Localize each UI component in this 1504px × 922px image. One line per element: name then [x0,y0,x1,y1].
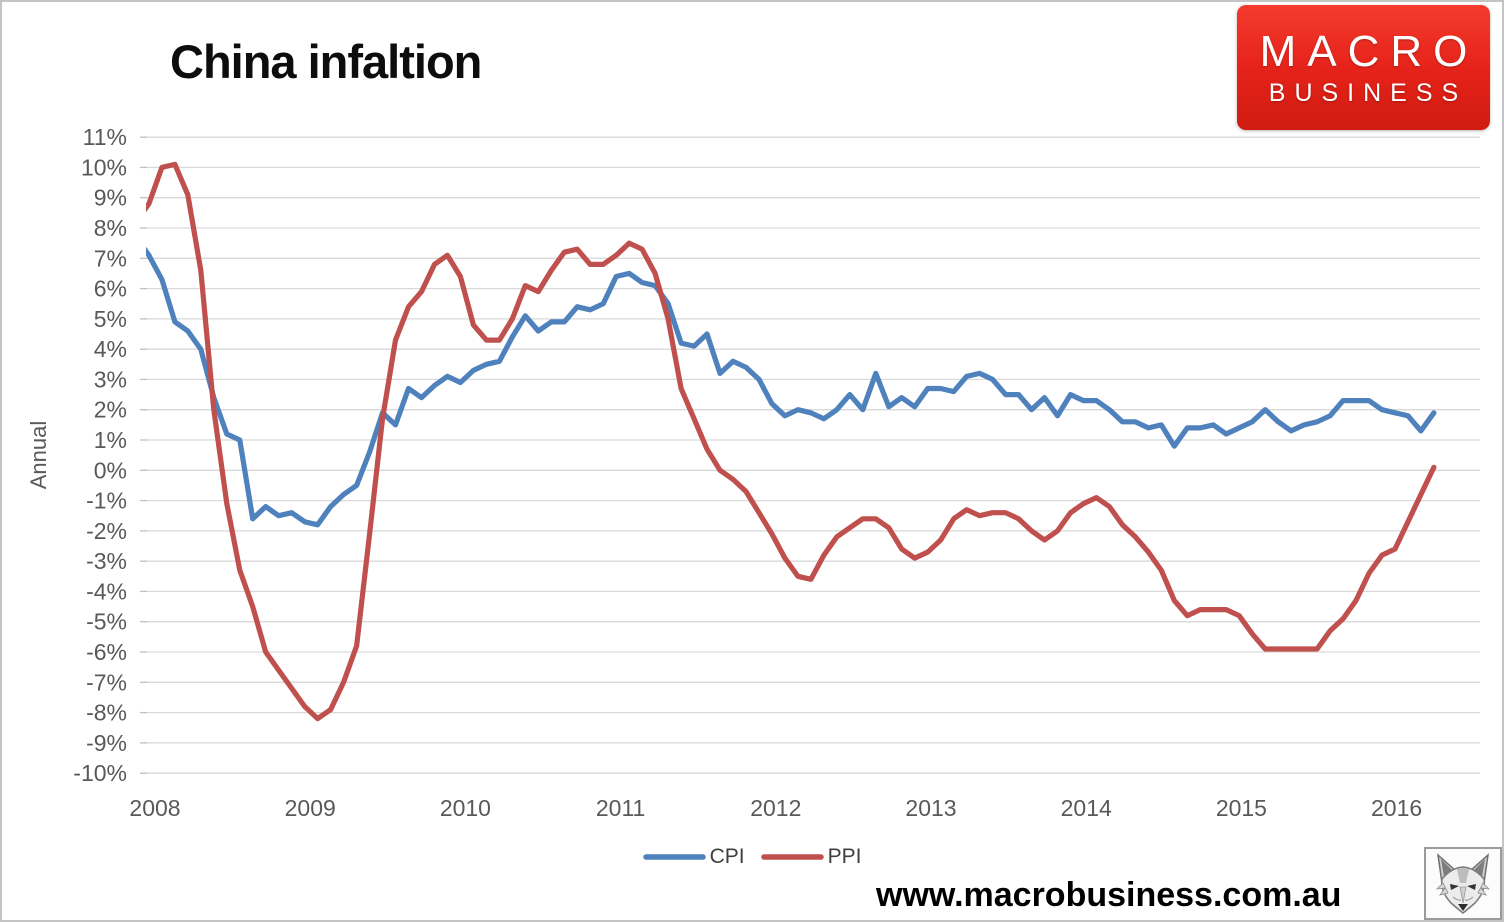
legend-label-ppi: PPI [827,845,862,868]
legend-label-cpi: CPI [709,845,745,868]
x-axis-tick-label: 2008 [129,795,180,821]
x-axis-tick-label: 2014 [1061,795,1112,821]
x-axis-tick-label: 2016 [1371,795,1422,821]
x-axis-tick-label: 2013 [905,795,956,821]
ppi-line [146,161,1437,722]
y-axis-tick-label: -5% [86,609,127,635]
y-axis-tick-label: 6% [94,276,127,302]
y-axis-tick-label: 0% [94,457,127,483]
y-axis-tick-label: 4% [94,336,127,362]
y-axis-tick-label: 5% [94,306,127,332]
chart-legend: CPI PPI [0,845,1504,869]
y-axis-tick-label: -6% [86,639,127,665]
legend-item-cpi: CPI [642,845,745,869]
x-axis-tick-labels: 2008 2009 2010 2011 2012 2013 2014 2015 2016 [129,795,1422,821]
x-axis-tick-label: 2010 [440,795,491,821]
y-axis-tick-label: -2% [86,518,127,544]
fox-head-icon [1435,852,1491,914]
x-axis-tick-label: 2015 [1216,795,1267,821]
y-axis-tick-label: -4% [86,578,127,604]
y-axis-tick-label: 7% [94,245,127,271]
chart-title: China infaltion [170,35,482,88]
y-axis-tick-label: 8% [94,215,127,241]
y-axis-tick-labels: 11% 10% 9% 8% 7% 6% 5% 4% 3% 2% 1% 0% -1% -2% -3% -4% -5… [73,124,127,786]
cpi-line [146,246,1437,528]
website-url: www.macrobusiness.com.au [876,876,1342,914]
y-axis-tick-label: 2% [94,397,127,423]
logo-text-macro: MACRO [1259,26,1479,76]
y-axis-tick-label: -3% [86,548,127,574]
logo-text-business: BUSINESS [1268,78,1468,107]
y-axis-tick-label: 3% [94,366,127,392]
cpi-legend-swatch-icon [642,854,706,860]
ppi-legend-swatch-icon [760,854,824,860]
y-axis-tick-label: 9% [94,185,127,211]
gridlines [140,136,1480,774]
y-axis-tick-label: -7% [86,669,127,695]
y-axis-tick-label: -9% [86,730,127,756]
legend-item-ppi: PPI [760,845,862,869]
y-axis-tick-label: 1% [94,427,127,453]
y-axis-tick-label: -8% [86,700,127,726]
x-axis-tick-label: 2011 [596,795,645,821]
y-axis-tick-label: 10% [81,154,127,180]
x-axis-tick-label: 2012 [750,795,801,821]
y-axis-tick-label: -1% [86,488,127,514]
x-axis-tick-label: 2009 [285,795,336,821]
macrobusiness-logo: MACRO BUSINESS [1237,5,1490,130]
y-axis-title: Annual [26,421,51,490]
y-axis-tick-label: -10% [73,760,127,786]
y-axis-tick-label: 11% [83,124,127,150]
fox-emblem-box [1424,847,1502,920]
